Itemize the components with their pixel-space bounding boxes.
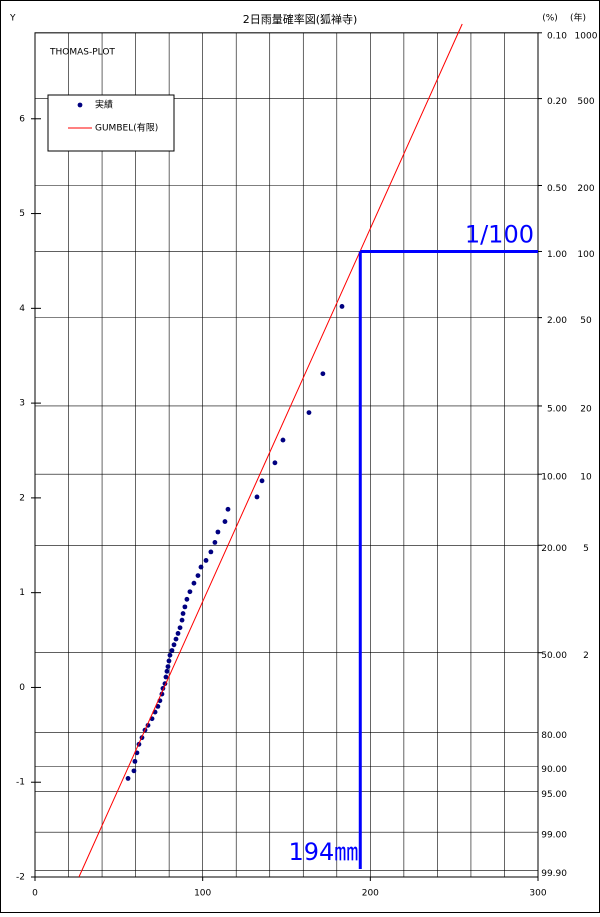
data-point	[166, 658, 172, 664]
legend-marker	[77, 102, 83, 108]
prob-tick-label: 99.90	[541, 869, 567, 879]
data-point	[184, 596, 190, 602]
data-point	[191, 580, 197, 586]
return-tick-label: 100	[577, 250, 594, 260]
prob-tick-label: 50.00	[541, 651, 567, 661]
data-point	[164, 668, 170, 674]
data-point	[165, 664, 171, 669]
plot-area	[34, 32, 539, 878]
data-point	[272, 460, 278, 466]
y-tick-label: -1	[16, 778, 25, 788]
data-point	[208, 549, 214, 555]
legend-label: 実績	[95, 99, 113, 111]
prob-tick-label: 0.10	[547, 31, 567, 41]
data-point	[225, 506, 231, 512]
prob-tick-label: 80.00	[541, 731, 567, 741]
return-tick-label: 20	[580, 404, 592, 414]
data-point	[175, 631, 181, 636]
annotation-x-text: 194㎜	[288, 838, 358, 866]
plot-label: THOMAS-PLOT	[49, 48, 115, 58]
prob-tick-label: 10.00	[541, 473, 567, 483]
y-axis-label: Y	[9, 14, 16, 24]
return-tick-label: 5	[583, 544, 589, 554]
prob-tick-label: 1.00	[547, 250, 567, 260]
chart-title: 2日雨量確率図(狐禅寺)	[243, 12, 358, 26]
data-point	[169, 648, 175, 653]
prob-tick-label: 2.00	[547, 316, 567, 326]
prob-tick-label: 20.00	[541, 544, 567, 554]
data-point	[203, 558, 209, 563]
return-tick-label: 50	[580, 316, 592, 326]
prob-tick-label: 99.00	[541, 831, 567, 841]
data-point	[132, 758, 138, 764]
y-tick-label: 5	[19, 209, 25, 219]
return-header: (年)	[570, 12, 586, 24]
data-point	[163, 674, 169, 680]
legend-box	[47, 94, 175, 152]
data-point	[212, 540, 218, 545]
return-tick-label: 200	[577, 184, 594, 194]
data-point	[339, 304, 345, 309]
data-point	[280, 437, 286, 443]
data-point	[306, 410, 312, 415]
prob-header: (%)	[542, 14, 558, 24]
prob-tick-label: 5.00	[547, 404, 567, 414]
return-tick-label: 500	[577, 97, 594, 107]
annotation-y-text: 1/100	[465, 220, 534, 248]
data-point	[215, 529, 221, 535]
data-point	[187, 589, 193, 595]
data-point	[182, 604, 188, 610]
y-tick-label: 3	[19, 399, 25, 409]
data-point	[177, 625, 183, 631]
data-point	[131, 768, 137, 774]
data-point	[198, 564, 204, 570]
prob-tick-label: 95.00	[541, 790, 567, 800]
return-tick-label: 1000	[575, 31, 598, 41]
x-tick-label: 100	[194, 889, 211, 899]
data-point	[173, 636, 179, 642]
data-point	[167, 652, 173, 658]
legend-label: GUMBEL(有限)	[95, 122, 158, 134]
prob-tick-label: 0.20	[547, 97, 567, 107]
y-tick-label: -2	[16, 873, 25, 883]
data-point	[222, 519, 228, 524]
prob-tick-label: 0.50	[547, 184, 567, 194]
prob-tick-label: 90.00	[541, 765, 567, 775]
data-point	[254, 494, 260, 500]
x-tick-label: 0	[32, 889, 38, 899]
data-point	[171, 642, 177, 648]
y-tick-label: 2	[19, 493, 25, 503]
data-point	[259, 478, 265, 484]
data-point	[320, 371, 326, 377]
return-tick-label: 2	[583, 651, 589, 661]
data-point	[179, 617, 185, 623]
x-tick-label: 200	[362, 889, 379, 899]
y-tick-label: 0	[19, 683, 25, 693]
data-point	[180, 611, 186, 616]
fit-line	[78, 23, 463, 878]
y-tick-label: 6	[19, 114, 25, 124]
y-tick-label: 4	[19, 304, 25, 314]
x-tick-label: 300	[529, 889, 546, 899]
return-tick-label: 10	[580, 473, 592, 483]
data-point	[195, 573, 201, 579]
data-point	[155, 704, 161, 709]
y-tick-label: 1	[19, 588, 25, 598]
data-point	[125, 776, 131, 781]
